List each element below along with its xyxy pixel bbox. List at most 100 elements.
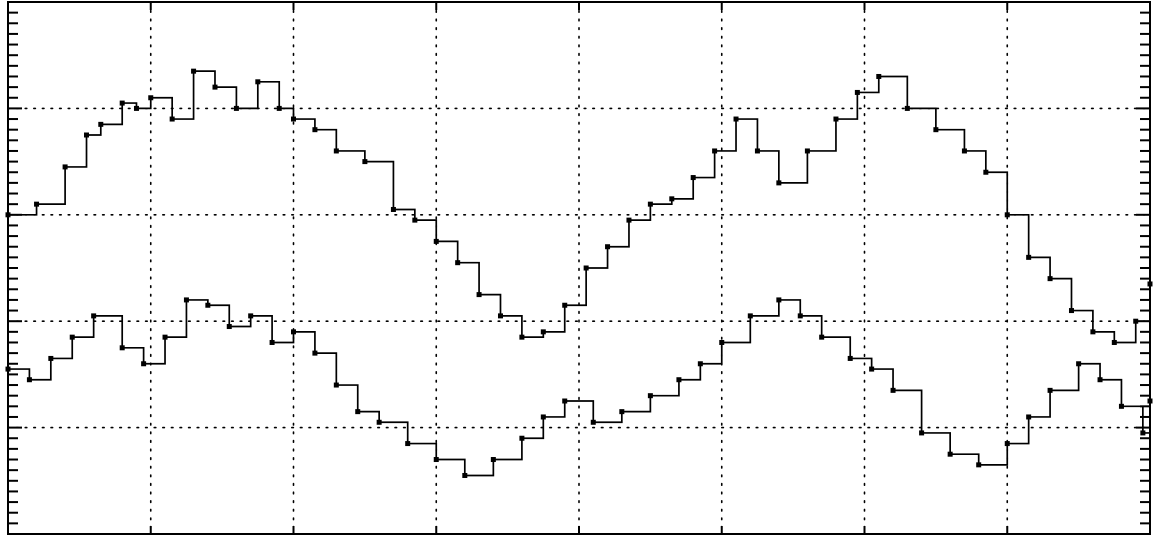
data-point bbox=[776, 297, 782, 303]
data-point bbox=[490, 457, 496, 463]
data-point bbox=[590, 419, 596, 425]
data-point bbox=[562, 302, 568, 308]
data-point bbox=[141, 361, 147, 367]
data-point bbox=[248, 313, 254, 319]
data-point bbox=[983, 169, 989, 175]
data-point bbox=[847, 355, 853, 361]
data-point bbox=[26, 377, 32, 383]
data-point bbox=[276, 105, 282, 111]
data-point bbox=[712, 148, 718, 154]
data-point bbox=[119, 100, 125, 106]
data-point bbox=[890, 387, 896, 393]
data-point bbox=[362, 159, 368, 165]
series-1-line bbox=[8, 70, 1151, 344]
data-point bbox=[619, 409, 625, 415]
data-point bbox=[1133, 318, 1139, 324]
data-point bbox=[476, 292, 482, 298]
data-point bbox=[1004, 441, 1010, 447]
data-point bbox=[540, 414, 546, 420]
data-point bbox=[355, 409, 361, 415]
data-point bbox=[733, 116, 739, 122]
data-point bbox=[205, 302, 211, 308]
data-point bbox=[333, 382, 339, 388]
data-point bbox=[961, 148, 967, 154]
data-point bbox=[1026, 254, 1032, 260]
data-point bbox=[904, 105, 910, 111]
data-point bbox=[312, 127, 318, 133]
data-point bbox=[1118, 403, 1124, 409]
data-point bbox=[84, 132, 90, 138]
data-point bbox=[819, 334, 825, 340]
data-point bbox=[148, 95, 154, 101]
data-point bbox=[1026, 414, 1032, 420]
data-point bbox=[1076, 361, 1082, 367]
series-group bbox=[5, 68, 1153, 478]
axis-ticks bbox=[8, 2, 1150, 534]
data-point bbox=[869, 366, 875, 372]
data-point bbox=[69, 334, 75, 340]
data-point bbox=[291, 329, 296, 335]
data-point bbox=[497, 313, 503, 319]
data-point bbox=[91, 313, 97, 319]
data-point bbox=[540, 329, 546, 335]
data-point bbox=[754, 148, 760, 154]
data-point bbox=[697, 361, 703, 367]
series-2 bbox=[5, 297, 1153, 478]
data-point bbox=[312, 350, 318, 356]
data-point bbox=[462, 472, 468, 478]
data-point bbox=[169, 116, 175, 122]
data-point bbox=[947, 451, 953, 457]
data-point bbox=[1111, 339, 1117, 345]
data-point bbox=[162, 334, 168, 340]
data-point bbox=[647, 201, 653, 207]
data-point bbox=[676, 377, 682, 383]
gridlines bbox=[7, 1, 1151, 535]
data-point bbox=[255, 79, 261, 85]
data-point bbox=[191, 68, 197, 74]
data-point bbox=[876, 73, 882, 79]
data-point bbox=[804, 148, 810, 154]
data-point bbox=[133, 105, 139, 111]
data-point bbox=[1047, 387, 1053, 393]
data-point bbox=[376, 419, 382, 425]
data-point bbox=[269, 339, 275, 345]
data-point bbox=[1004, 212, 1010, 218]
data-point bbox=[747, 313, 753, 319]
data-point bbox=[519, 435, 525, 441]
data-point bbox=[562, 398, 568, 404]
data-point bbox=[119, 345, 125, 351]
data-point bbox=[390, 206, 396, 212]
plot-frame bbox=[7, 1, 1151, 535]
data-point bbox=[226, 324, 232, 330]
data-point bbox=[1047, 276, 1053, 282]
data-point bbox=[212, 84, 218, 90]
data-point bbox=[776, 180, 782, 186]
data-point bbox=[669, 196, 675, 202]
data-point bbox=[1097, 377, 1103, 383]
data-point bbox=[1140, 430, 1146, 436]
data-point bbox=[455, 260, 461, 266]
data-point bbox=[412, 217, 418, 223]
data-point bbox=[233, 105, 239, 111]
data-point bbox=[583, 265, 589, 271]
data-point bbox=[433, 457, 439, 463]
data-point bbox=[62, 164, 68, 170]
data-point bbox=[919, 430, 925, 436]
series-1 bbox=[5, 68, 1153, 345]
data-point bbox=[690, 175, 696, 181]
data-point bbox=[34, 201, 40, 207]
data-point bbox=[433, 238, 439, 244]
data-point bbox=[405, 441, 411, 447]
data-point bbox=[719, 339, 725, 345]
data-point bbox=[933, 127, 939, 133]
data-point bbox=[797, 313, 803, 319]
data-point bbox=[1068, 308, 1074, 314]
data-point bbox=[833, 116, 839, 122]
data-point bbox=[98, 121, 104, 127]
data-point bbox=[183, 297, 189, 303]
data-point bbox=[647, 393, 653, 399]
data-point bbox=[519, 334, 525, 340]
data-point bbox=[291, 116, 296, 122]
